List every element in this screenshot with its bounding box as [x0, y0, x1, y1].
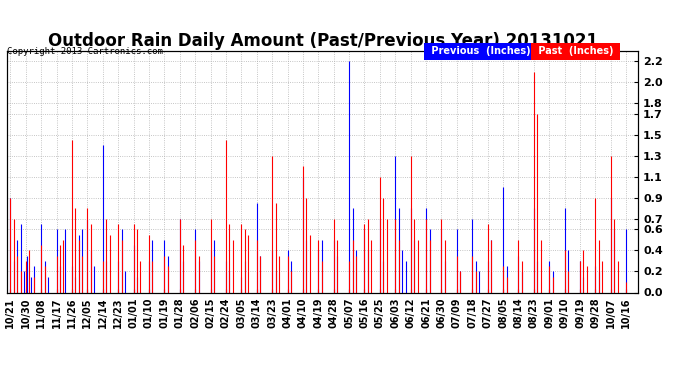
- Text: Previous  (Inches): Previous (Inches): [428, 46, 534, 56]
- Title: Outdoor Rain Daily Amount (Past/Previous Year) 20131021: Outdoor Rain Daily Amount (Past/Previous…: [48, 33, 598, 51]
- Text: Past  (Inches): Past (Inches): [535, 46, 617, 56]
- Text: Copyright 2013 Cartronics.com: Copyright 2013 Cartronics.com: [7, 47, 163, 56]
